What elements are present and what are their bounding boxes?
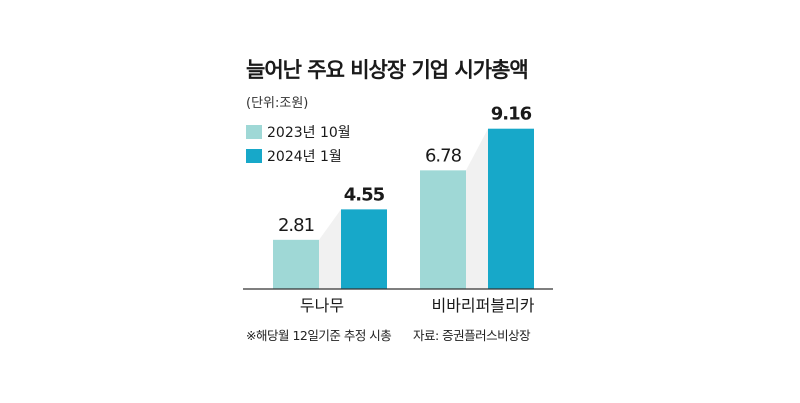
bar-1-1 (273, 239, 319, 289)
legend: 2023년 10월 2024년 1월 (246, 120, 351, 168)
connector-shade-2 (466, 128, 488, 289)
value-label-1-1: 2.81 (278, 215, 314, 236)
legend-item-series-2: 2024년 1월 (246, 144, 351, 168)
bar-1-2 (341, 209, 387, 289)
value-label-2-1: 6.78 (425, 145, 462, 166)
connector-shade-1 (319, 209, 341, 289)
legend-item-series-1: 2023년 10월 (246, 120, 351, 144)
category-label-2: 비바리퍼블리카 (431, 296, 534, 315)
legend-label-series-1: 2023년 10월 (267, 125, 351, 141)
value-label-1-2: 4.55 (344, 184, 385, 205)
category-label-1: 두나무 (300, 296, 344, 315)
legend-swatch-series-1 (246, 125, 262, 139)
unit-label: (단위:조원) (246, 96, 309, 111)
footnote-basis: ※해당월 12일기준 추정 시총 (246, 328, 392, 343)
legend-label-series-2: 2024년 1월 (267, 149, 342, 165)
value-label-2-2: 9.16 (491, 104, 532, 125)
legend-swatch-series-2 (246, 149, 262, 163)
chart-title: 늘어난 주요 비상장 기업 시가총액 (246, 58, 529, 82)
footnote-source: 자료: 증권플러스비상장 (413, 328, 531, 343)
bar-2-2 (488, 128, 534, 289)
bar-2-1 (420, 170, 466, 289)
